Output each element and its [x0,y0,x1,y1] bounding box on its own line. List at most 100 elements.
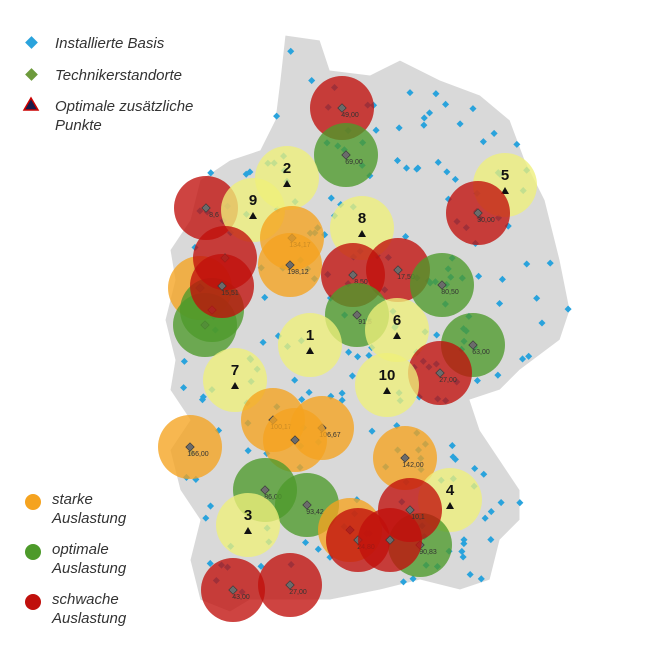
installed-base [393,157,402,165]
installed-base [449,453,457,461]
installed-base [456,120,464,128]
technician-site [228,585,238,595]
utilization-value: 27,00 [289,589,307,596]
installed-base [406,89,414,97]
legend-label: optimale Auslastung [52,541,127,577]
point-number: 6 [393,312,401,329]
installed-base [207,169,215,177]
installed-base [348,372,356,380]
utilization-value: 80,50 [441,289,459,296]
optimal-point [249,212,257,219]
technician-site [341,150,351,160]
point-number: 4 [446,482,455,499]
point-number: 1 [306,327,314,344]
optimal-point [501,187,509,194]
optimal-point [446,502,454,509]
legend-label: schwache Auslastung [52,591,127,627]
installed-base [420,121,428,129]
installed-base [564,305,572,313]
installed-base [305,388,313,396]
installed-base [301,538,310,547]
point-number: 10 [379,367,396,384]
optimal-point [244,527,252,534]
technician-site [201,203,211,213]
legend-diamond-blue [25,36,38,49]
technician-site [260,485,270,495]
installed-base [327,194,335,202]
utilization-value: 198,12 [287,269,309,276]
installed-base [460,540,468,548]
installed-base [402,164,411,172]
point-number: 9 [249,192,257,209]
legend-swatch [25,494,41,510]
installed-base [513,140,521,148]
installed-base [244,447,252,455]
installed-base [207,502,215,510]
point-number: 5 [501,167,509,184]
utilization-value: 90,83 [419,549,437,556]
installed-base [471,464,479,473]
installed-base [516,499,524,507]
point-number: 3 [244,507,252,524]
point-number: 7 [231,362,239,379]
optimal-point [383,387,391,394]
installed-base [460,536,468,544]
installed-base [498,275,506,283]
utilization-value: 49,00 [341,112,359,119]
legend-triangle [22,96,40,111]
technician-site [473,208,483,218]
installed-base [180,357,188,365]
installed-base [466,570,474,579]
installed-base [242,170,250,178]
installed-base [308,77,316,85]
technician-site [290,435,300,445]
installed-base [399,578,407,586]
technician-site [468,340,478,350]
utilization-value: 93,42 [306,509,324,516]
installed-base [338,389,346,397]
utilization-value: 142,00 [402,462,424,469]
coverage-circle [365,298,429,362]
installed-base [206,559,214,567]
technician-site [400,453,410,463]
installed-base [480,470,488,478]
installed-base [469,105,477,113]
utilization-value: 15,51 [221,290,239,297]
installed-base [261,293,269,301]
optimal-point [283,180,291,187]
installed-base [259,338,267,346]
technician-site [337,103,347,113]
technician-site [435,368,445,378]
utilization-value: 86,00 [264,494,282,501]
legend-label: Technikerstandorte [55,67,183,84]
installed-base [458,547,466,556]
installed-base [496,299,504,308]
optimal-point [358,230,366,237]
technician-site [352,310,362,320]
installed-base [314,545,322,553]
installed-base [202,514,210,522]
installed-base [298,395,306,404]
installed-base [409,575,417,583]
installed-base [481,514,489,522]
technician-site [385,535,395,545]
coverage-circle [278,313,342,377]
installed-base [473,377,481,385]
point-number: 2 [283,160,291,177]
utilization-value: 17,50 [397,274,415,281]
installed-base [448,442,456,450]
installed-base [497,498,505,507]
technician-site [285,260,295,270]
technician-site [217,281,227,291]
installed-base [345,348,353,356]
coverage-circles: 49,0069,0028,69134,17198,12815,518,5017,… [158,76,537,622]
installed-base [451,175,459,183]
installed-base [287,47,295,55]
legend-diamond-green [25,68,38,81]
installed-base [257,562,265,570]
technician-site [185,442,195,452]
installed-base [443,168,451,176]
installed-base [525,352,533,360]
